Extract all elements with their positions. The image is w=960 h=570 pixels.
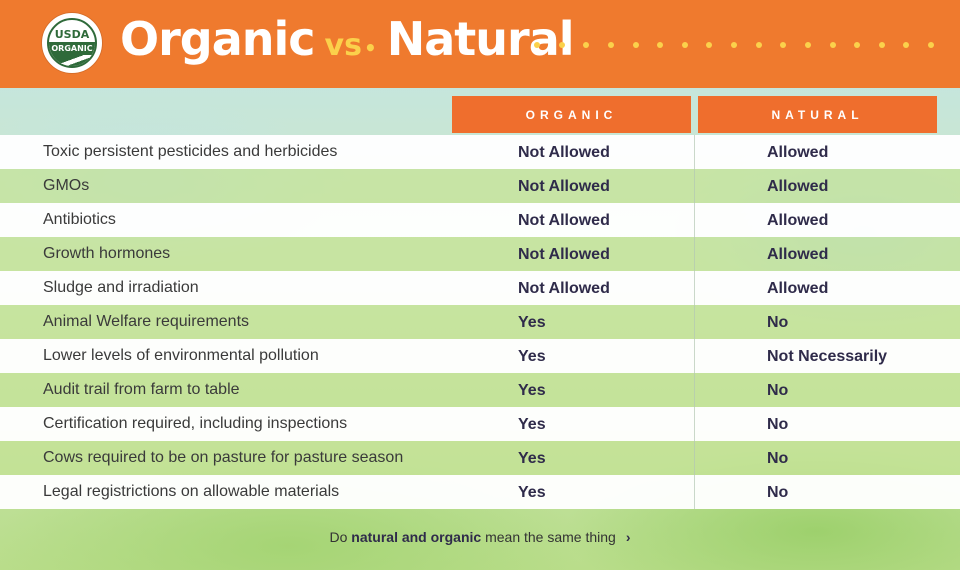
row-label: Animal Welfare requirements xyxy=(43,313,250,330)
natural-value: Not Necessarily xyxy=(767,348,888,365)
organic-value: Yes xyxy=(518,382,546,399)
natural-value: No xyxy=(767,416,789,433)
organic-value: Not Allowed xyxy=(518,246,610,263)
column-header-organic: ORGANIC xyxy=(452,96,691,133)
row-label: Certification required, including inspec… xyxy=(43,415,348,432)
dot-icon xyxy=(558,42,565,48)
table-row: Toxic persistent pesticides and herbicid… xyxy=(0,135,960,169)
organic-value: Yes xyxy=(518,348,546,365)
table-row: Certification required, including inspec… xyxy=(0,407,960,441)
decorative-dots xyxy=(534,38,934,52)
organic-value: Not Allowed xyxy=(518,178,610,195)
table-row: Audit trail from farm to table Yes No xyxy=(0,373,960,407)
comparison-table: Toxic persistent pesticides and herbicid… xyxy=(0,135,960,509)
natural-value: No xyxy=(767,484,789,501)
column-divider xyxy=(694,441,695,475)
table-row: Legal registrictions on allowable materi… xyxy=(0,475,960,509)
dot-icon xyxy=(632,42,639,48)
column-header-natural: NATURAL xyxy=(698,96,937,133)
row-label: GMOs xyxy=(43,177,90,194)
organic-value: Yes xyxy=(518,314,546,331)
dot-icon xyxy=(804,42,811,48)
dot-icon xyxy=(755,42,762,48)
header-banner: USDA ORGANIC Organic vs • Natural xyxy=(0,0,960,88)
dot-icon xyxy=(731,42,737,48)
organic-value: Not Allowed xyxy=(518,280,610,297)
column-divider xyxy=(694,475,695,509)
title-vs: vs xyxy=(324,28,362,63)
table-row: Sludge and irradiation Not Allowed Allowed xyxy=(0,271,960,305)
column-divider xyxy=(694,169,695,203)
natural-value: No xyxy=(767,382,789,399)
footer-link[interactable]: Do natural and organic mean the same thi… xyxy=(0,529,960,545)
dot-icon xyxy=(854,42,861,48)
row-label: Growth hormones xyxy=(43,245,171,262)
table-row: Cows required to be on pasture for pastu… xyxy=(0,441,960,475)
natural-value: No xyxy=(767,314,789,331)
row-label: Legal registrictions on allowable materi… xyxy=(43,483,340,500)
row-label: Antibiotics xyxy=(43,211,116,228)
table-row: Antibiotics Not Allowed Allowed xyxy=(0,203,960,237)
row-label: Sludge and irradiation xyxy=(43,279,199,296)
organic-value: Yes xyxy=(518,484,546,501)
dot-icon xyxy=(657,42,664,48)
row-label: Audit trail from farm to table xyxy=(43,381,240,398)
table-row: Growth hormones Not Allowed Allowed xyxy=(0,237,960,271)
dot-icon xyxy=(583,42,590,48)
dot-icon xyxy=(878,42,885,48)
title-natural: Natural xyxy=(386,12,575,66)
title-organic: Organic xyxy=(120,12,316,66)
table-row: Animal Welfare requirements Yes No xyxy=(0,305,960,339)
page-title: Organic vs • Natural xyxy=(120,12,575,72)
natural-value: No xyxy=(767,450,789,467)
dot-icon xyxy=(903,42,910,48)
chevron-right-icon: › xyxy=(625,529,631,545)
table-row: Lower levels of environmental pollution Y… xyxy=(0,339,960,373)
column-divider xyxy=(694,305,695,339)
row-label: Lower levels of environmental pollution xyxy=(43,347,319,364)
dot-icon xyxy=(706,42,713,48)
table-row: GMOs Not Allowed Allowed xyxy=(0,169,960,203)
column-divider xyxy=(694,407,695,441)
column-divider xyxy=(694,271,695,305)
column-divider xyxy=(694,203,695,237)
natural-value: Allowed xyxy=(767,178,829,195)
natural-value: Allowed xyxy=(767,212,829,229)
organic-value: Yes xyxy=(518,450,546,467)
row-label: Cows required to be on pasture for pastu… xyxy=(43,449,404,466)
column-divider xyxy=(694,339,695,373)
organic-value: Yes xyxy=(518,416,546,433)
column-divider xyxy=(694,135,695,169)
column-divider xyxy=(694,237,695,271)
dot-icon xyxy=(928,42,934,48)
natural-value: Allowed xyxy=(767,144,829,161)
natural-value: Allowed xyxy=(767,280,829,297)
seal-top-text: USDA xyxy=(54,28,90,41)
footer-bold: natural and organic xyxy=(351,529,482,545)
column-divider xyxy=(694,373,695,407)
footer-suffix: mean the same thing xyxy=(481,529,616,545)
dot-icon xyxy=(681,42,688,48)
natural-value: Allowed xyxy=(767,246,829,263)
dot-icon xyxy=(607,42,614,48)
dot-icon xyxy=(780,42,787,48)
seal-band-text: ORGANIC xyxy=(49,42,95,55)
row-label: Toxic persistent pesticides and herbicid… xyxy=(43,143,338,160)
dot-icon xyxy=(534,42,540,48)
footer-prefix: Do xyxy=(329,529,352,545)
dot-icon xyxy=(829,42,836,48)
usda-organic-seal-icon: USDA ORGANIC xyxy=(42,13,102,73)
title-vs-dot: • xyxy=(363,36,377,60)
organic-value: Not Allowed xyxy=(518,144,610,161)
organic-value: Not Allowed xyxy=(518,212,610,229)
